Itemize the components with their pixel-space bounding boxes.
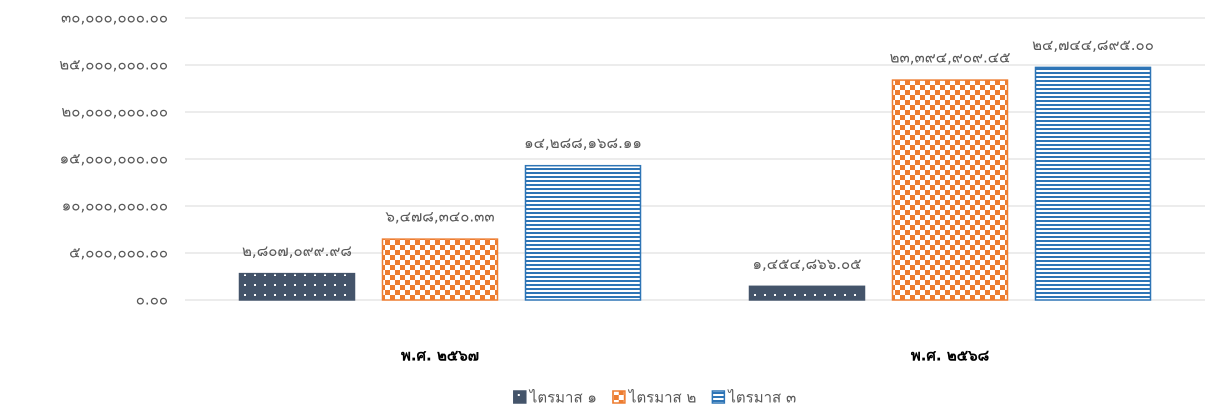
y-tick-label: ๑๕,๐๐๐,๐๐๐.๐๐ — [60, 150, 168, 168]
legend-swatch — [612, 390, 626, 404]
y-tick-label: ๒๕,๐๐๐,๐๐๐.๐๐ — [59, 56, 168, 74]
y-tick-label: ๐.๐๐ — [136, 291, 168, 309]
legend-label: ไตรมาส ๓ — [727, 389, 796, 407]
y-tick-label: ๒๐,๐๐๐,๐๐๐.๐๐ — [61, 103, 168, 121]
bar — [381, 238, 499, 301]
y-tick-label: ๓๐,๐๐๐,๐๐๐.๐๐ — [61, 9, 168, 27]
data-label: ๖,๔๗๘,๓๔๐.๓๓ — [385, 208, 494, 226]
bar — [891, 79, 1009, 301]
bar — [1034, 66, 1152, 301]
data-label: ๑๔,๒๘๘,๑๖๘.๑๑ — [524, 134, 642, 152]
legend-swatch — [711, 390, 726, 404]
data-label: ๒๔,๗๔๔,๘๙๕.๐๐ — [1032, 36, 1154, 54]
data-label: ๒๓,๓๙๔,๙๐๙.๔๕ — [890, 49, 1011, 67]
data-label: ๒,๘๐๗,๐๙๙.๙๘ — [242, 242, 352, 260]
bar — [238, 272, 356, 301]
x-tick-label: พ.ศ. ๒๕๖๘ — [911, 347, 990, 365]
legend-swatch — [513, 390, 527, 404]
legend-label: ไตรมาส ๒ — [628, 389, 696, 407]
y-tick-label: ๕,๐๐๐,๐๐๐.๐๐ — [69, 244, 168, 262]
bar — [748, 285, 866, 301]
data-label: ๑,๔๕๔,๘๖๖.๐๕ — [752, 255, 861, 273]
x-tick-label: พ.ศ. ๒๕๖๗ — [401, 347, 479, 365]
y-tick-label: ๑๐,๐๐๐,๐๐๐.๐๐ — [62, 197, 168, 215]
legend-label: ไตรมาส ๑ — [529, 389, 597, 407]
legend: ไตรมาส ๑ ไตรมาส ๒ ไตรมาส ๓ — [513, 389, 796, 407]
bar — [524, 164, 642, 301]
